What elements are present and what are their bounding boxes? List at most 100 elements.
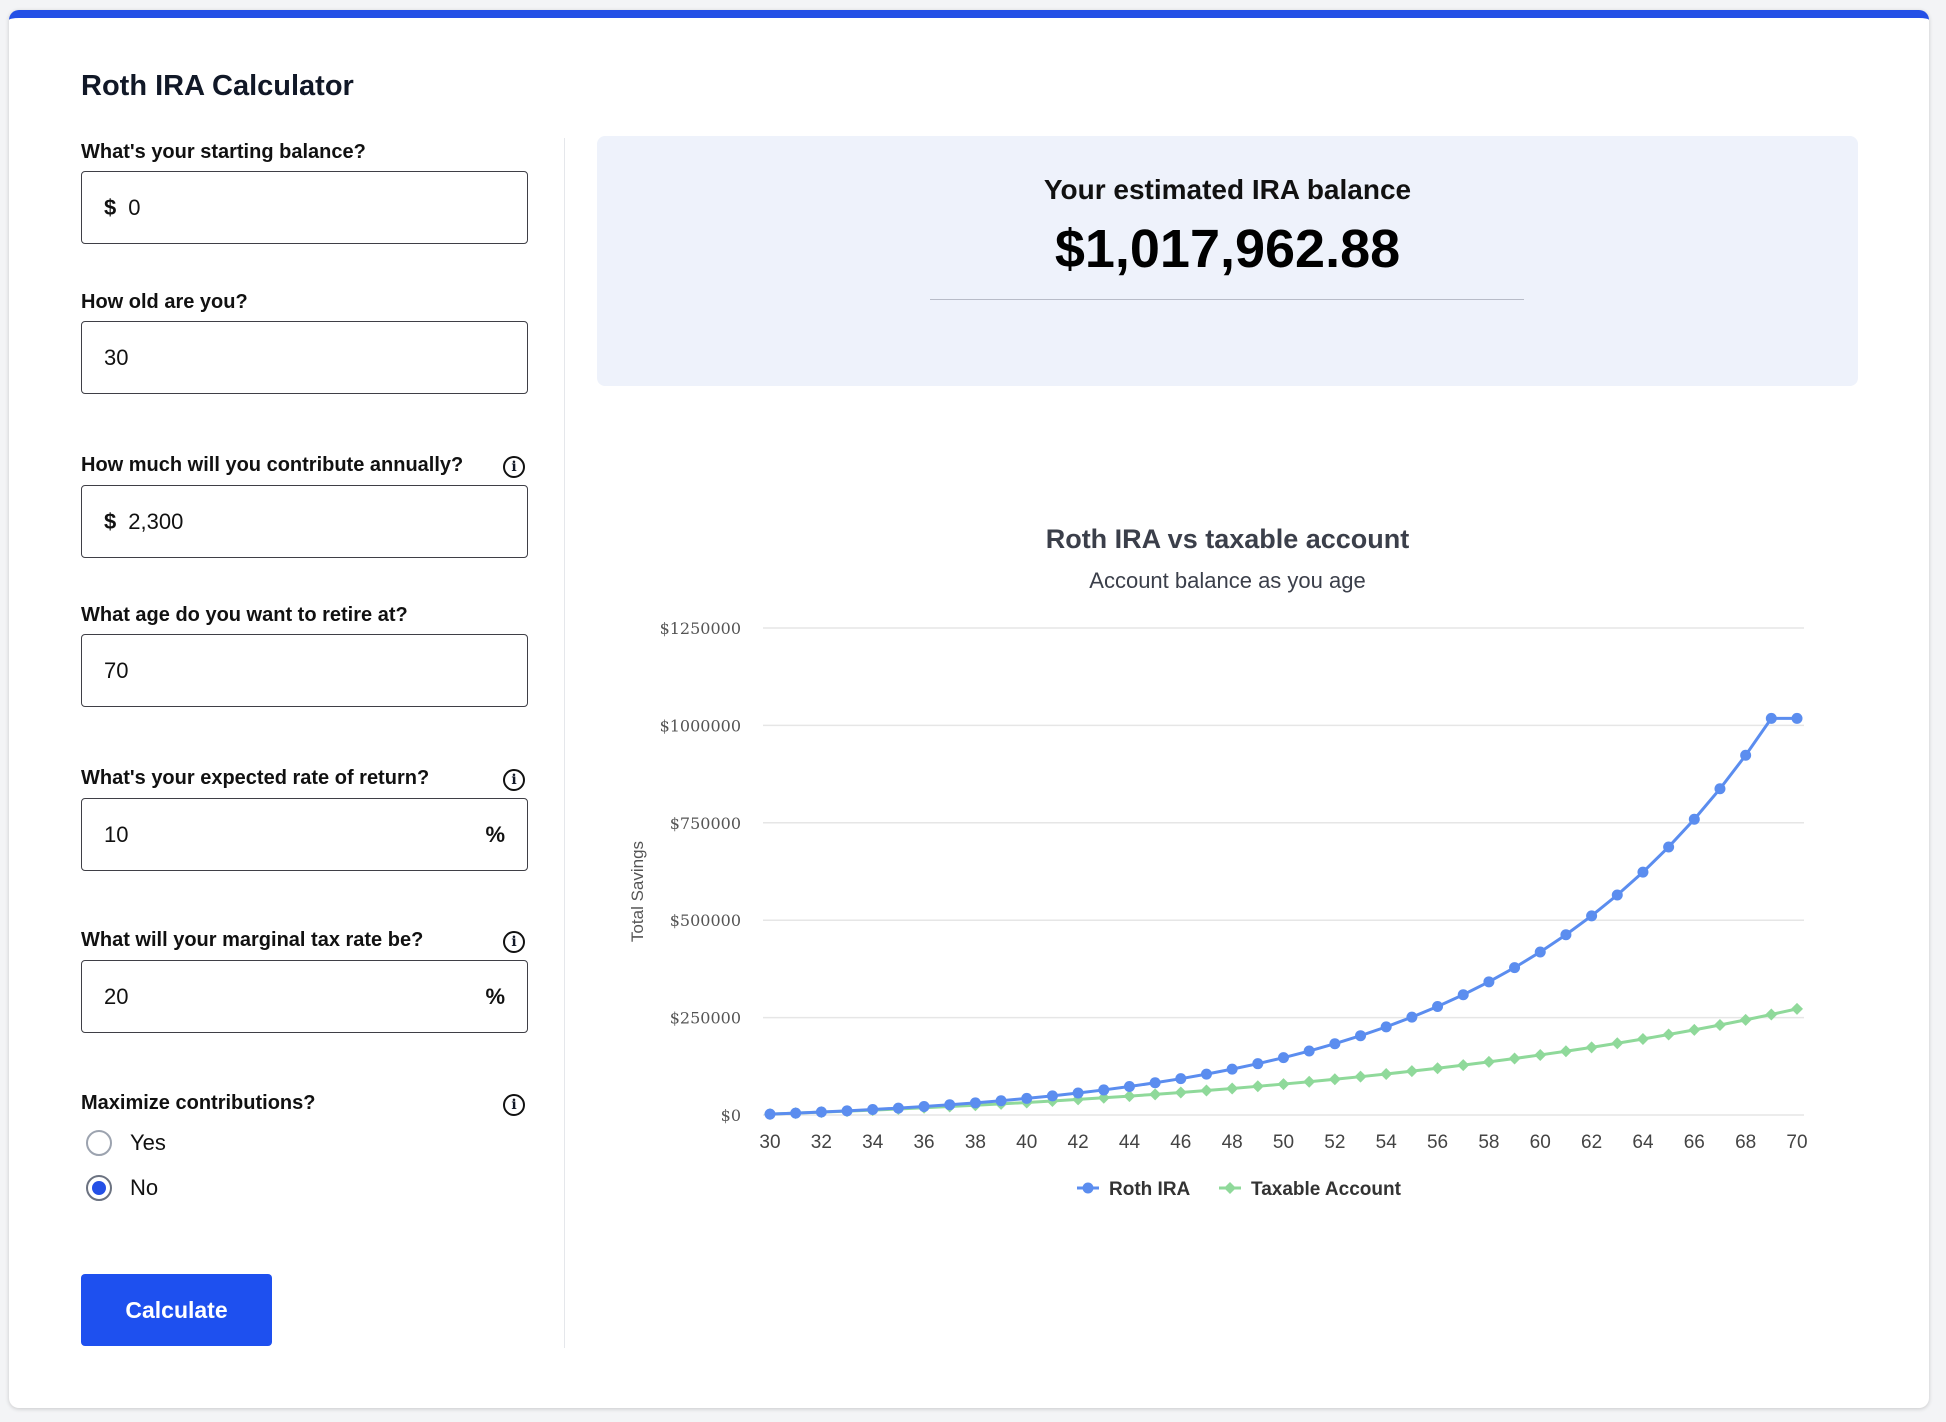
x-tick-label: 48 — [1222, 1132, 1243, 1153]
data-point — [1765, 712, 1777, 724]
tax-rate-input[interactable]: 20 % — [81, 960, 528, 1033]
info-icon[interactable]: i — [503, 769, 525, 791]
x-tick-label: 52 — [1324, 1132, 1345, 1153]
data-point — [1355, 1030, 1367, 1042]
column-divider — [564, 138, 565, 1348]
data-point — [1303, 1075, 1316, 1088]
data-point — [969, 1097, 981, 1109]
data-point — [1688, 813, 1700, 825]
rate-of-return-value: 10 — [104, 821, 129, 847]
data-point — [1380, 1021, 1392, 1033]
result-divider — [930, 299, 1524, 300]
data-point — [1611, 889, 1623, 901]
data-point — [1508, 1052, 1521, 1065]
data-point — [892, 1102, 904, 1114]
data-point — [815, 1106, 827, 1118]
x-tick-label: 66 — [1684, 1132, 1705, 1153]
data-point — [1534, 946, 1546, 958]
starting-balance-input[interactable]: $ 0 — [81, 171, 528, 244]
radio-circle[interactable] — [86, 1130, 112, 1156]
data-point — [1251, 1080, 1264, 1093]
y-tick-label: $750000 — [670, 814, 741, 833]
data-point — [918, 1100, 930, 1112]
data-point — [1739, 1013, 1752, 1026]
radio-yes[interactable]: Yes — [86, 1130, 166, 1156]
data-point — [1688, 1023, 1701, 1036]
data-point — [944, 1099, 956, 1111]
data-point — [1226, 1082, 1239, 1095]
info-icon[interactable]: i — [503, 931, 525, 953]
data-point — [995, 1095, 1007, 1107]
info-icon[interactable]: i — [503, 456, 525, 478]
legend-marker — [1224, 1182, 1236, 1194]
data-point — [1072, 1087, 1084, 1099]
x-tick-label: 38 — [965, 1132, 986, 1153]
data-point — [1559, 1045, 1572, 1058]
result-value: $1,017,962.88 — [1054, 219, 1401, 279]
starting-balance-label: What's your starting balance? — [81, 141, 366, 163]
radio-yes-label: Yes — [130, 1130, 166, 1155]
data-point — [1278, 1052, 1289, 1064]
data-point — [1662, 1028, 1675, 1041]
legend-label: Roth IRA — [1109, 1179, 1191, 1200]
data-point — [1482, 1055, 1495, 1068]
data-point — [1200, 1084, 1213, 1097]
retire-age-input[interactable]: 70 — [81, 634, 528, 707]
data-point — [1431, 1062, 1444, 1075]
x-tick-label: 44 — [1119, 1132, 1141, 1153]
y-tick-label: $0 — [721, 1106, 741, 1125]
data-point — [867, 1104, 879, 1116]
y-tick-label: $1000000 — [660, 716, 741, 735]
calculate-button[interactable]: Calculate — [81, 1274, 272, 1346]
starting-balance-value: 0 — [128, 194, 141, 220]
data-point — [1483, 976, 1495, 988]
x-tick-label: 36 — [913, 1132, 934, 1153]
legend-label: Taxable Account — [1251, 1179, 1402, 1200]
radio-no[interactable]: No — [86, 1175, 158, 1201]
data-point — [1560, 929, 1572, 941]
x-tick-label: 68 — [1735, 1132, 1756, 1153]
data-point — [1586, 910, 1598, 922]
x-tick-label: 62 — [1581, 1132, 1602, 1153]
annual-contribution-input[interactable]: $ 2,300 — [81, 485, 528, 558]
data-point — [1252, 1058, 1264, 1070]
data-point — [1098, 1084, 1110, 1096]
result-label: Your estimated IRA balance — [1043, 174, 1412, 205]
data-point — [1791, 1002, 1803, 1015]
x-tick-label: 56 — [1427, 1132, 1448, 1153]
data-point — [1328, 1073, 1341, 1086]
currency-prefix: $ — [104, 508, 117, 534]
page-title: Roth IRA Calculator — [81, 70, 354, 102]
x-tick-label: 60 — [1530, 1132, 1551, 1153]
data-point — [1149, 1088, 1162, 1101]
data-point — [1406, 1011, 1418, 1023]
x-tick-label: 70 — [1786, 1132, 1807, 1153]
rate-of-return-input[interactable]: 10 % — [81, 798, 528, 871]
age-value: 30 — [104, 344, 129, 370]
data-point — [1534, 1048, 1547, 1061]
percent-suffix: % — [485, 983, 505, 1009]
y-axis-label: Total Savings — [628, 841, 647, 942]
retire-age-label: What age do you want to retire at? — [81, 604, 408, 626]
annual-contribution-value: 2,300 — [128, 508, 184, 534]
data-point — [1123, 1090, 1136, 1103]
data-point — [1046, 1090, 1058, 1102]
x-tick-label: 40 — [1016, 1132, 1037, 1153]
radio-circle-checked[interactable] — [86, 1175, 112, 1201]
info-icon[interactable]: i — [503, 1094, 525, 1116]
chart-svg: Roth IRA vs taxable account Account balan… — [628, 524, 1808, 1200]
data-point — [1329, 1038, 1341, 1050]
data-point — [1457, 1059, 1470, 1072]
data-point — [1277, 1078, 1290, 1091]
maximize-label: Maximize contributions? — [81, 1092, 316, 1114]
tax-rate-label: What will your marginal tax rate be? — [81, 929, 424, 951]
result-panel: Your estimated IRA balance $1,017,962.88 — [597, 136, 1858, 386]
data-point — [841, 1105, 853, 1117]
data-point — [1097, 1091, 1110, 1104]
data-point — [1405, 1065, 1418, 1078]
x-tick-label: 64 — [1632, 1132, 1654, 1153]
y-tick-label: $500000 — [670, 911, 741, 930]
age-input[interactable]: 30 — [81, 321, 528, 394]
tax-rate-value: 20 — [104, 983, 129, 1009]
x-tick-label: 54 — [1376, 1132, 1398, 1153]
